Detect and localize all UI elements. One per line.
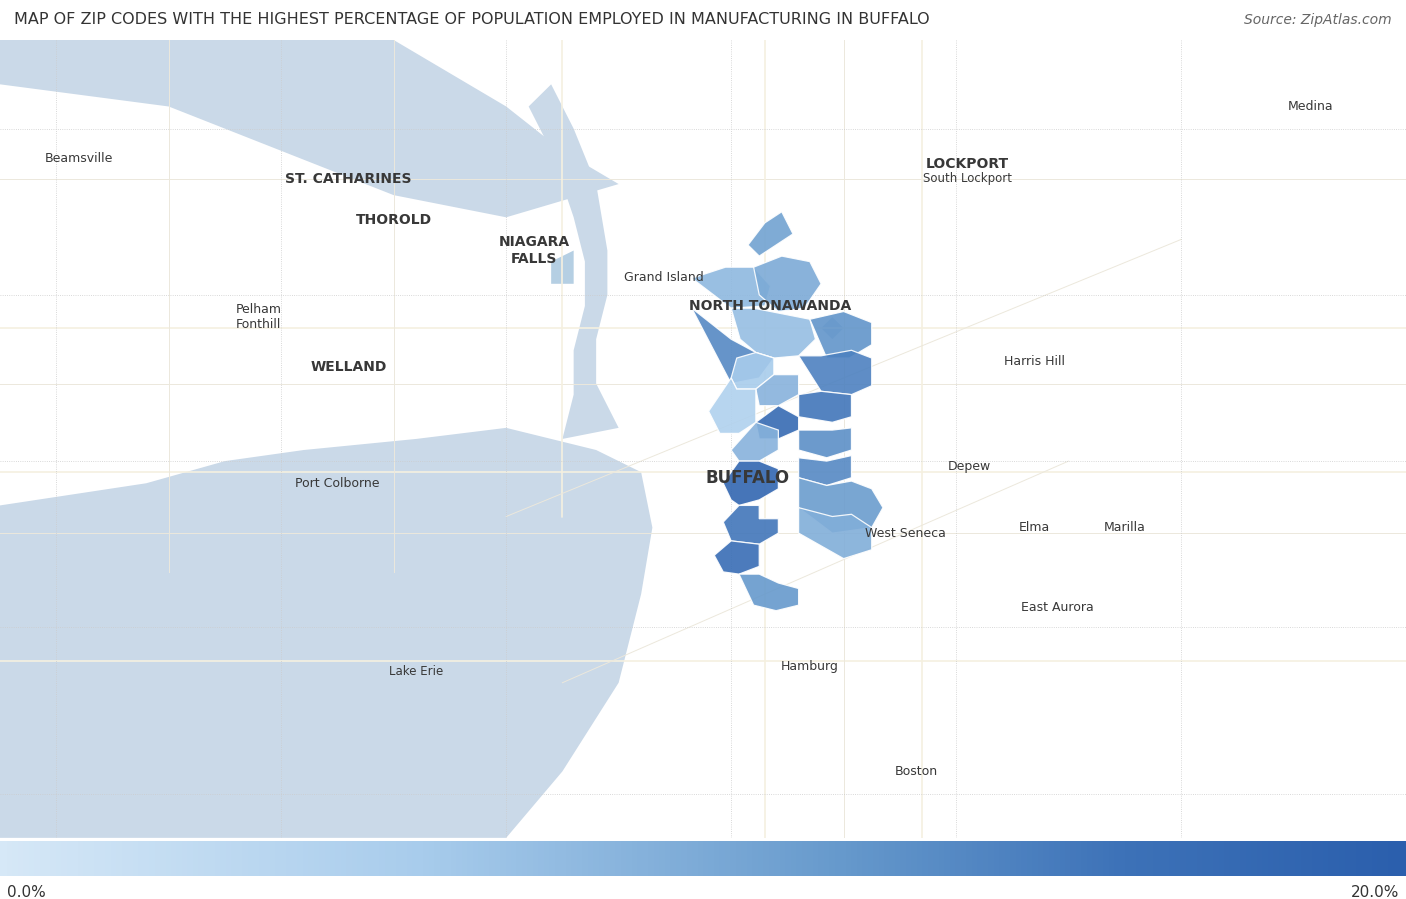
- Polygon shape: [756, 405, 799, 439]
- Polygon shape: [799, 456, 852, 485]
- Text: Elma: Elma: [1019, 521, 1050, 534]
- Text: Grand Island: Grand Island: [624, 271, 703, 284]
- Text: East Aurora: East Aurora: [1021, 601, 1094, 614]
- Polygon shape: [799, 428, 852, 458]
- Polygon shape: [731, 308, 815, 358]
- Polygon shape: [754, 256, 821, 311]
- Text: MAP OF ZIP CODES WITH THE HIGHEST PERCENTAGE OF POPULATION EMPLOYED IN MANUFACTU: MAP OF ZIP CODES WITH THE HIGHEST PERCEN…: [14, 13, 929, 28]
- Text: Beamsville: Beamsville: [45, 152, 112, 165]
- Text: THOROLD: THOROLD: [356, 212, 432, 227]
- Polygon shape: [0, 428, 652, 838]
- Polygon shape: [709, 378, 756, 433]
- Text: Harris Hill: Harris Hill: [1004, 355, 1066, 368]
- Polygon shape: [810, 311, 872, 358]
- Polygon shape: [714, 541, 759, 574]
- Text: WELLAND: WELLAND: [311, 360, 387, 374]
- Polygon shape: [723, 461, 779, 505]
- Text: South Lockport: South Lockport: [922, 172, 1012, 185]
- Polygon shape: [799, 351, 872, 395]
- Polygon shape: [529, 85, 619, 439]
- Text: NIAGARA
FALLS: NIAGARA FALLS: [499, 236, 569, 265]
- Polygon shape: [723, 505, 779, 544]
- Text: Source: ZipAtlas.com: Source: ZipAtlas.com: [1244, 13, 1392, 27]
- Polygon shape: [799, 477, 883, 533]
- Text: West Seneca: West Seneca: [865, 527, 946, 539]
- Polygon shape: [740, 574, 799, 610]
- Text: Port Colborne: Port Colborne: [295, 476, 380, 490]
- Text: LOCKPORT: LOCKPORT: [925, 157, 1010, 171]
- Text: 20.0%: 20.0%: [1351, 886, 1399, 899]
- Polygon shape: [748, 212, 793, 256]
- Polygon shape: [551, 251, 574, 284]
- Polygon shape: [799, 508, 872, 558]
- Text: Depew: Depew: [948, 460, 991, 473]
- Text: BUFFALO: BUFFALO: [706, 468, 790, 486]
- Polygon shape: [821, 317, 844, 339]
- Polygon shape: [731, 352, 773, 389]
- Text: 0.0%: 0.0%: [7, 886, 46, 899]
- Text: ST. CATHARINES: ST. CATHARINES: [285, 172, 412, 185]
- Text: Lake Erie: Lake Erie: [389, 665, 443, 678]
- Polygon shape: [756, 375, 799, 405]
- Text: NORTH TONAWANDA: NORTH TONAWANDA: [689, 299, 852, 313]
- Polygon shape: [692, 267, 770, 308]
- Text: Pelham
Fonthill: Pelham Fonthill: [236, 303, 281, 331]
- Polygon shape: [0, 40, 619, 218]
- Text: Medina: Medina: [1288, 100, 1333, 113]
- Text: Marilla: Marilla: [1104, 521, 1146, 534]
- Polygon shape: [799, 391, 852, 423]
- Text: Boston: Boston: [896, 765, 938, 778]
- Text: Hamburg: Hamburg: [780, 660, 839, 672]
- Polygon shape: [692, 308, 773, 384]
- Polygon shape: [731, 423, 779, 461]
